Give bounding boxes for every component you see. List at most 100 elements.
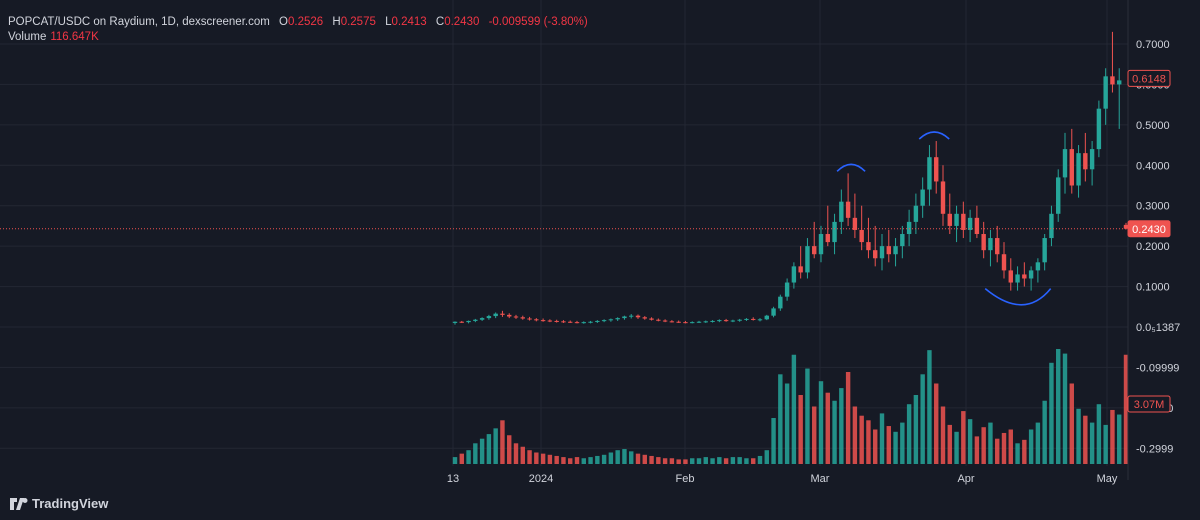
volume-bar bbox=[832, 400, 837, 464]
volume-bar bbox=[1022, 439, 1027, 464]
candle-body bbox=[798, 266, 803, 273]
candle-body bbox=[479, 318, 485, 320]
volume-bar bbox=[507, 435, 512, 464]
volume-bar bbox=[642, 454, 647, 464]
volume-bar bbox=[906, 404, 912, 464]
volume-bar bbox=[486, 434, 492, 464]
volume-bar bbox=[595, 455, 600, 464]
candle-body bbox=[635, 315, 641, 318]
time-tick-label: 2024 bbox=[529, 473, 553, 485]
candle-body bbox=[1110, 76, 1115, 85]
candle-body bbox=[452, 321, 458, 323]
candle-body bbox=[866, 242, 871, 251]
volume-bar bbox=[852, 406, 858, 464]
volume-bar bbox=[845, 372, 851, 464]
volume-bar bbox=[954, 431, 959, 464]
candle-body bbox=[751, 318, 756, 320]
candle-body bbox=[744, 318, 749, 320]
price-tick-label: 0.0₅1387 bbox=[1136, 322, 1180, 334]
volume-bar bbox=[988, 422, 993, 464]
volume-bar bbox=[1089, 422, 1095, 464]
candle-body bbox=[839, 201, 844, 222]
volume-bar bbox=[568, 458, 573, 464]
candle-body bbox=[778, 296, 783, 309]
last-price-marker-label: 0.2430 bbox=[1132, 224, 1166, 236]
time-tick-label: Feb bbox=[676, 473, 695, 485]
volume-bar bbox=[473, 443, 478, 464]
high-label: H bbox=[332, 16, 341, 28]
candle-body bbox=[696, 321, 702, 323]
volume-bar bbox=[900, 422, 905, 464]
volume-bar bbox=[886, 426, 891, 464]
volume-bar bbox=[927, 350, 932, 464]
symbol-label: POPCAT/USDC on Raydium, 1D, dexscreener.… bbox=[8, 16, 270, 28]
volume-bar bbox=[649, 455, 654, 464]
candle-body bbox=[954, 213, 959, 226]
volume-bar bbox=[784, 383, 790, 464]
volume-bar bbox=[588, 457, 593, 464]
candle-body bbox=[703, 321, 708, 323]
volume-bar bbox=[1076, 408, 1081, 464]
price-tick-label: 0.5000 bbox=[1136, 120, 1170, 132]
volume-bar bbox=[656, 457, 661, 464]
volume-bar bbox=[452, 457, 458, 464]
volume-bar bbox=[601, 454, 607, 464]
candle-body bbox=[859, 229, 864, 243]
candle-body bbox=[737, 319, 742, 321]
volume-bar bbox=[778, 374, 783, 464]
volume-bar bbox=[866, 420, 871, 464]
candle-body bbox=[893, 246, 898, 255]
candle-body bbox=[947, 213, 952, 226]
candle-body bbox=[601, 320, 607, 322]
volume-bar bbox=[751, 458, 756, 464]
last-price-marker-box bbox=[1127, 220, 1171, 238]
candle-body bbox=[656, 319, 661, 321]
candle-body bbox=[608, 319, 614, 321]
candle-body bbox=[1008, 270, 1013, 283]
candle-body bbox=[683, 322, 688, 324]
candle-body bbox=[649, 318, 654, 320]
candle-body bbox=[1123, 224, 1129, 229]
volume-bar bbox=[771, 418, 776, 464]
volume-bar bbox=[1049, 362, 1054, 464]
candle-body bbox=[676, 321, 681, 323]
volume-marker-label: 3.07M bbox=[1134, 399, 1165, 411]
candle-body bbox=[574, 322, 580, 324]
candle-body bbox=[527, 318, 532, 320]
volume-bar bbox=[466, 450, 471, 464]
volume-bar bbox=[947, 424, 952, 464]
volume-bar bbox=[635, 453, 641, 464]
candle-body bbox=[520, 317, 525, 319]
volume-bar bbox=[913, 395, 919, 464]
volume-legend: Volume 116.647K bbox=[8, 31, 99, 43]
candle-body bbox=[873, 250, 878, 259]
candle-body bbox=[784, 282, 790, 297]
tradingview-logo[interactable]: TradingView bbox=[10, 496, 108, 511]
volume-bar bbox=[554, 455, 559, 464]
candle-body bbox=[934, 157, 939, 182]
volume-bar bbox=[995, 438, 1000, 464]
time-axis[interactable]: 13 2024 Feb Mar Apr May bbox=[447, 473, 1118, 485]
volume-bar bbox=[839, 388, 844, 464]
volume-bar bbox=[561, 457, 566, 464]
volume-bar bbox=[534, 452, 539, 464]
volume-bar bbox=[1042, 400, 1047, 464]
candle-body bbox=[961, 213, 966, 230]
candle-body bbox=[845, 201, 851, 218]
volume-bar bbox=[1028, 429, 1034, 464]
candle-body bbox=[1001, 254, 1007, 271]
time-tick-label: 13 bbox=[447, 473, 459, 485]
volume-bar bbox=[676, 459, 681, 464]
change-value: -0.009599 (-3.80%) bbox=[488, 16, 588, 28]
annotation-arc-top bbox=[918, 131, 950, 140]
price-tick-label: -0.2999 bbox=[1136, 443, 1173, 455]
price-tick-label: 0.3000 bbox=[1136, 201, 1170, 213]
candle-body bbox=[486, 316, 492, 319]
candle-body bbox=[852, 217, 858, 230]
candle-body bbox=[1076, 153, 1081, 186]
candle-body bbox=[690, 322, 695, 324]
candle-body bbox=[717, 320, 722, 322]
candle-body bbox=[473, 319, 478, 321]
